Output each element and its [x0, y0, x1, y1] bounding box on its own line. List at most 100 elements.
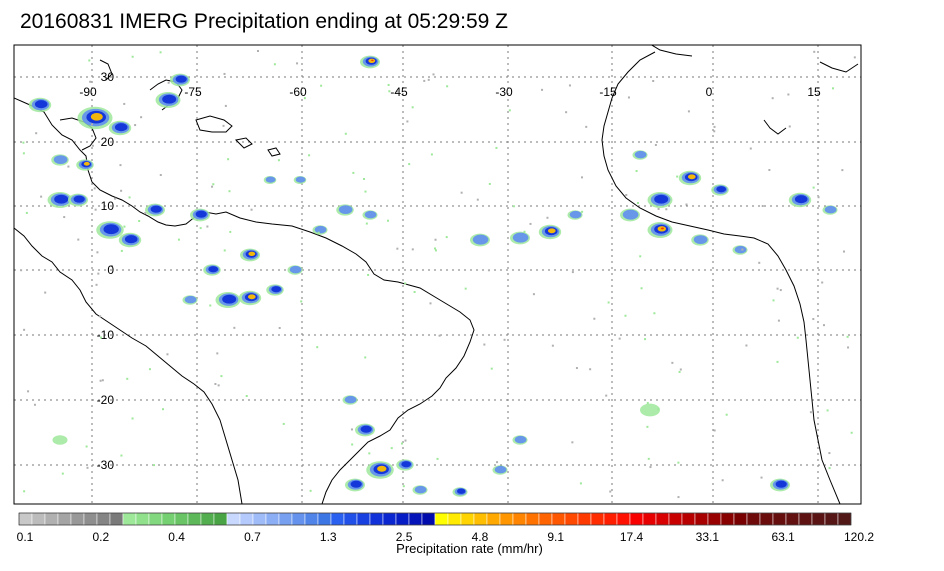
- drizzle-pixel: [308, 154, 311, 157]
- drizzle-pixel: [635, 170, 638, 173]
- drizzle-pixel: [316, 346, 319, 349]
- colorbar-swatch: [473, 512, 488, 526]
- colorbar-swatch: [252, 512, 267, 526]
- colorbar-swatch: [486, 512, 501, 526]
- drizzle-pixel: [529, 222, 532, 225]
- colorbar-tick-label: 0.4: [168, 530, 185, 544]
- longitude-label: -45: [390, 85, 408, 99]
- drizzle-pixel: [228, 190, 231, 193]
- drizzle-pixel: [788, 125, 791, 128]
- rain-cell: [371, 59, 374, 62]
- longitude-label: -75: [184, 85, 202, 99]
- colorbar-swatch: [785, 512, 800, 526]
- coastlines: [14, 45, 859, 504]
- drizzle-pixel: [575, 367, 578, 370]
- drizzle-pixel: [126, 377, 129, 380]
- rain-cell: [83, 161, 90, 166]
- drizzle-pixel: [677, 496, 680, 499]
- colorbar-swatch: [278, 512, 293, 526]
- colorbar-tick-label: 1.3: [320, 530, 337, 544]
- colorbar-swatch: [434, 512, 449, 526]
- rain-cell: [824, 205, 837, 214]
- rain-cell: [344, 395, 357, 404]
- drizzle-pixel: [427, 78, 430, 81]
- colorbar-tick-label: 4.8: [472, 530, 489, 544]
- drizzle-pixel: [508, 109, 511, 112]
- drizzle-pixel: [581, 210, 584, 213]
- rain-cell: [150, 205, 162, 213]
- colorbar-swatch: [551, 512, 566, 526]
- drizzle-pixel: [278, 326, 281, 329]
- drizzle-pixel: [687, 110, 690, 113]
- drizzle-pixel: [618, 337, 621, 340]
- rain-cell: [208, 266, 219, 273]
- drizzle-pixel: [114, 197, 117, 200]
- drizzle-pixel: [220, 375, 223, 378]
- drizzle-pixel: [436, 457, 439, 460]
- drizzle-pixel: [812, 186, 815, 189]
- drizzle-pixel: [351, 443, 354, 446]
- rain-cell: [654, 194, 669, 204]
- colorbar-swatch: [564, 512, 579, 526]
- colorbar-swatch: [31, 512, 46, 526]
- colorbar-tick-label: 63.1: [772, 530, 796, 544]
- colorbar-swatch: [343, 512, 358, 526]
- drizzle-pixel: [206, 225, 209, 228]
- drizzle-pixel: [445, 236, 448, 239]
- drizzle-pixel: [97, 272, 100, 275]
- drizzle-pixel: [846, 335, 849, 338]
- drizzle-pixel: [646, 425, 649, 428]
- drizzle-pixel: [713, 429, 716, 432]
- drizzle-pixel: [166, 353, 169, 356]
- drizzle-pixel: [404, 282, 407, 285]
- drizzle-pixel: [817, 196, 820, 199]
- map-title: 20160831 IMERG Precipitation ending at 0…: [20, 10, 508, 33]
- rain-cell: [103, 224, 119, 235]
- rain-cell: [514, 435, 527, 444]
- drizzle-pixel: [390, 447, 393, 450]
- colorbar-tick-label: 17.4: [620, 530, 644, 544]
- rain-cell: [547, 228, 556, 234]
- drizzle-pixel: [406, 120, 409, 123]
- drizzle-pixel: [223, 72, 226, 75]
- rain-cell: [90, 112, 103, 121]
- drizzle-pixel: [111, 265, 114, 268]
- drizzle-pixel: [624, 314, 627, 317]
- precipitation-field: [20, 50, 856, 499]
- drizzle-pixel: [95, 283, 98, 286]
- rain-cell: [54, 194, 69, 204]
- colorbar-swatch: [70, 512, 85, 526]
- colorbar-swatch: [759, 512, 774, 526]
- drizzle-pixel: [828, 467, 831, 470]
- colorbar-swatch: [525, 512, 540, 526]
- drizzle-pixel: [546, 216, 549, 219]
- colorbar-title: Precipitation rate (mm/hr): [396, 541, 543, 556]
- drizzle-pixel: [44, 291, 47, 294]
- rain-cell: [794, 195, 808, 204]
- drizzle-pixel: [593, 317, 596, 320]
- drizzle-pixel: [671, 361, 674, 364]
- drizzle-pixel: [433, 247, 436, 250]
- drizzle-pixel: [131, 417, 134, 420]
- colorbar-swatch: [681, 512, 696, 526]
- colorbar-tick-label: 120.2: [844, 530, 874, 544]
- drizzle-pixel: [496, 461, 499, 464]
- drizzle-pixel: [320, 84, 323, 87]
- drizzle-pixel: [776, 360, 779, 363]
- drizzle-pixel: [23, 328, 26, 331]
- drizzle-pixel: [364, 190, 367, 193]
- drizzle-pixel: [636, 202, 639, 205]
- rain-cell: [73, 195, 85, 203]
- drizzle-pixel: [423, 79, 426, 82]
- drizzle-pixel: [565, 111, 568, 114]
- drizzle-pixel: [464, 287, 467, 290]
- rain-cell: [222, 294, 237, 304]
- drizzle-pixel: [303, 97, 306, 100]
- drizzle-pixel: [581, 176, 584, 179]
- drizzle-pixel: [229, 230, 232, 233]
- colorbar-tick-label: 33.1: [696, 530, 720, 544]
- colorbar-swatch: [122, 512, 137, 526]
- drizzle-pixel: [605, 394, 608, 397]
- drizzle-pixel: [67, 165, 70, 168]
